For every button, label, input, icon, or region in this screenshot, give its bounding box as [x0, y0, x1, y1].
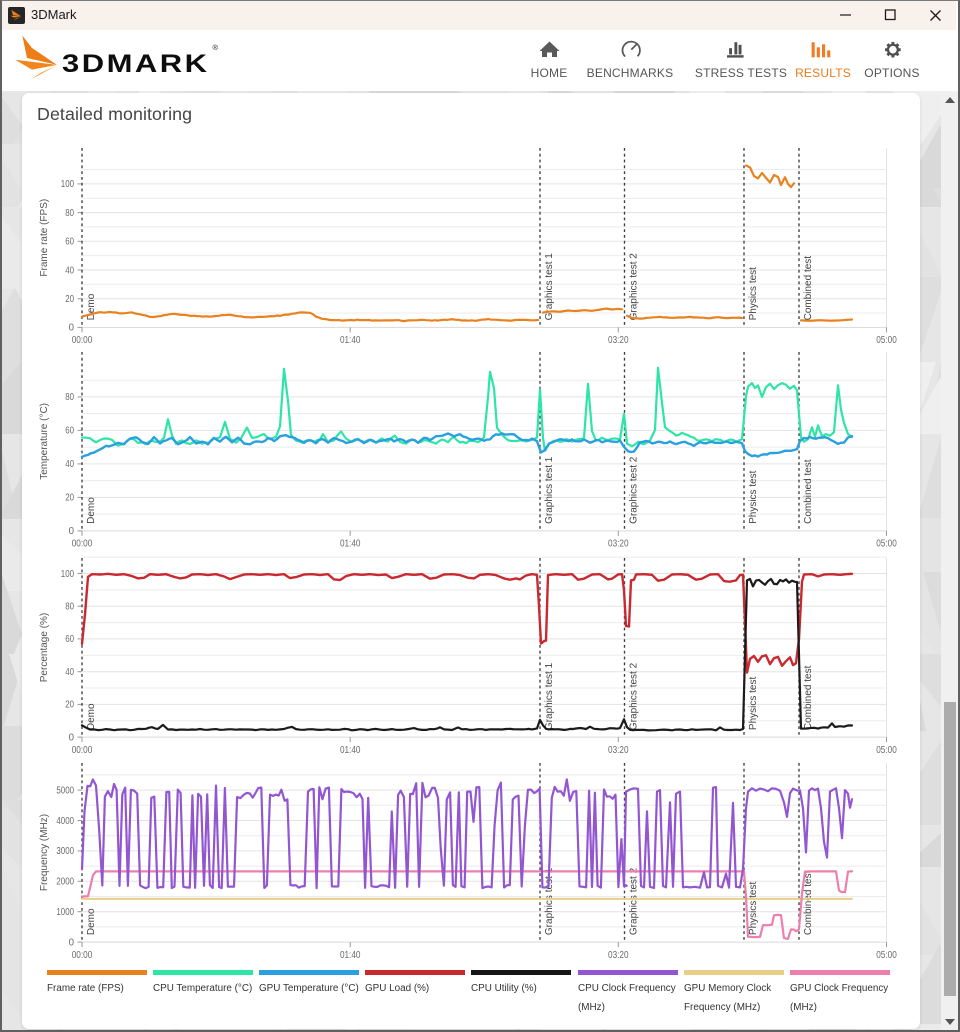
svg-text:3000: 3000 [56, 846, 74, 857]
svg-text:Combined test: Combined test [803, 256, 814, 321]
svg-text:00:00: 00:00 [72, 950, 93, 961]
svg-text:Frequency (MHz): Frequency (MHz) [39, 814, 50, 891]
svg-text:Combined test: Combined test [803, 459, 814, 524]
svg-text:0: 0 [69, 732, 75, 743]
svg-text:60: 60 [65, 426, 74, 437]
svg-text:0: 0 [69, 937, 75, 948]
svg-text:03:20: 03:20 [608, 539, 629, 550]
svg-text:20: 20 [65, 700, 74, 711]
svg-text:00:00: 00:00 [72, 335, 93, 346]
svg-text:Temperature (°C): Temperature (°C) [39, 403, 50, 480]
svg-text:Combined test: Combined test [803, 870, 814, 935]
svg-text:Graphics test 1: Graphics test 1 [544, 456, 555, 524]
svg-text:Demo: Demo [86, 908, 97, 935]
svg-text:00:00: 00:00 [72, 745, 93, 756]
svg-text:00:00: 00:00 [72, 539, 93, 550]
svg-text:80: 80 [65, 208, 74, 219]
svg-text:60: 60 [65, 634, 74, 645]
svg-text:01:40: 01:40 [340, 950, 361, 961]
svg-text:Physics test: Physics test [748, 882, 759, 936]
svg-text:Percentage (%): Percentage (%) [39, 613, 50, 682]
svg-text:01:40: 01:40 [340, 539, 361, 550]
svg-text:1000: 1000 [56, 907, 74, 918]
svg-text:01:40: 01:40 [340, 745, 361, 756]
svg-text:Graphics test 1: Graphics test 1 [544, 253, 555, 321]
svg-text:Physics test: Physics test [748, 677, 759, 731]
svg-text:Physics test: Physics test [748, 267, 759, 321]
svg-text:40: 40 [65, 459, 74, 470]
svg-text:05:00: 05:00 [876, 539, 897, 550]
svg-text:0: 0 [69, 526, 75, 537]
svg-text:40: 40 [65, 265, 74, 276]
svg-text:03:20: 03:20 [608, 335, 629, 346]
svg-text:Demo: Demo [86, 293, 97, 320]
svg-text:20: 20 [65, 493, 74, 504]
svg-text:Graphics test 1: Graphics test 1 [544, 662, 555, 730]
svg-text:05:00: 05:00 [876, 950, 897, 961]
svg-text:03:20: 03:20 [608, 950, 629, 961]
svg-text:0: 0 [69, 323, 75, 334]
svg-text:Frame rate (FPS): Frame rate (FPS) [39, 199, 50, 277]
svg-text:05:00: 05:00 [876, 335, 897, 346]
svg-text:100: 100 [61, 179, 75, 190]
svg-text:4000: 4000 [56, 816, 74, 827]
svg-text:Graphics test 2: Graphics test 2 [629, 253, 640, 321]
svg-text:Demo: Demo [86, 497, 97, 524]
svg-text:60: 60 [65, 237, 74, 248]
svg-text:Graphics test 1: Graphics test 1 [544, 867, 555, 935]
svg-text:05:00: 05:00 [876, 745, 897, 756]
svg-text:2000: 2000 [56, 877, 74, 888]
svg-text:100: 100 [61, 569, 75, 580]
svg-text:Graphics test 2: Graphics test 2 [629, 456, 640, 524]
svg-text:80: 80 [65, 602, 74, 613]
svg-text:Physics test: Physics test [748, 470, 759, 524]
svg-text:Graphics test 2: Graphics test 2 [629, 867, 640, 935]
svg-text:01:40: 01:40 [340, 335, 361, 346]
svg-text:40: 40 [65, 667, 74, 678]
svg-text:Demo: Demo [86, 703, 97, 730]
svg-text:03:20: 03:20 [608, 745, 629, 756]
svg-text:20: 20 [65, 294, 74, 305]
svg-text:80: 80 [65, 392, 74, 403]
svg-text:Graphics test 2: Graphics test 2 [629, 662, 640, 730]
svg-text:Combined test: Combined test [803, 665, 814, 730]
svg-text:5000: 5000 [56, 785, 74, 796]
